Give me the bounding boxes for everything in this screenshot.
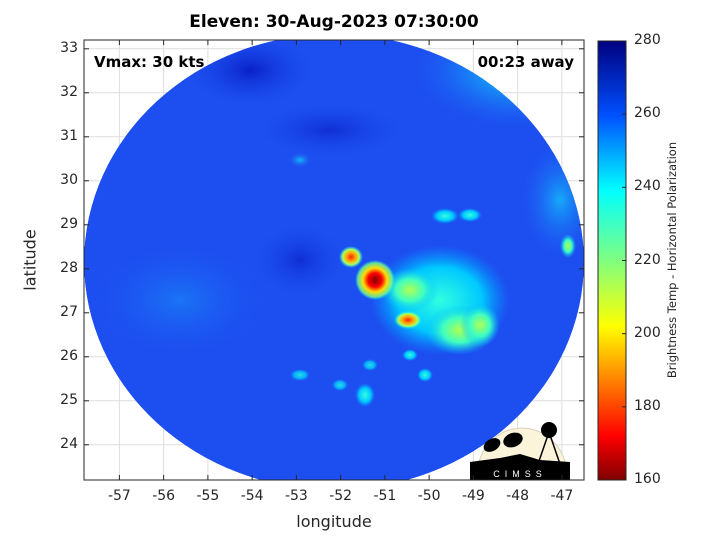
y-tick-label: 30: [60, 171, 78, 188]
axes-box: [83, 39, 585, 481]
x-tick-label: -55: [196, 488, 220, 504]
brightness-temp-swath: [84, 40, 584, 480]
x-tick-label: -52: [329, 488, 353, 504]
storm-core: [355, 260, 395, 300]
x-tick-label: -57: [107, 488, 131, 504]
y-tick-label: 32: [60, 83, 78, 100]
y-tick-label: 33: [60, 39, 78, 56]
y-tick-label: 28: [60, 259, 78, 276]
colorbar-tick-label: 200: [634, 324, 661, 341]
y-tick-label: 26: [60, 347, 78, 364]
plot-title: Eleven: 30-Aug-2023 07:30:00: [189, 12, 479, 32]
y-tick-label: 25: [60, 391, 78, 408]
x-tick-label: -47: [550, 488, 574, 504]
x-tick-label: -51: [373, 488, 397, 504]
colorbar: [597, 40, 627, 481]
x-tick-label: -53: [284, 488, 308, 504]
colorbar-tick-label: 240: [634, 178, 661, 195]
x-tick-label: -48: [506, 488, 530, 504]
svg-text:CIMSS: CIMSS: [493, 469, 547, 479]
convective-cell: [339, 246, 363, 268]
convective-cell: [394, 311, 422, 329]
x-axis-label: longitude: [296, 512, 372, 531]
time-away-label: 00:23 away: [477, 53, 574, 71]
colorbar-tick-label: 220: [634, 251, 661, 268]
colorbar-tick-label: 260: [634, 105, 661, 122]
cimss-logo: CIMSS: [470, 422, 570, 480]
x-tick-label: -54: [240, 488, 264, 504]
colorbar-tick-label: 180: [634, 397, 661, 414]
y-axis-label: latitude: [20, 229, 40, 291]
y-tick-label: 24: [60, 435, 78, 452]
x-tick-label: -56: [152, 488, 176, 504]
x-tick-label: -49: [461, 488, 485, 504]
y-tick-label: 29: [60, 215, 78, 232]
x-tick-label: -50: [417, 488, 441, 504]
colorbar-label: Brightness Temp - Horizontal Polarizatio…: [665, 141, 679, 379]
colorbar-tick-label: 160: [634, 471, 661, 487]
y-tick-label: 31: [60, 127, 78, 144]
y-tick-label: 27: [60, 303, 78, 320]
vmax-label: Vmax: 30 kts: [94, 53, 205, 71]
colorbar-tick-label: 280: [634, 32, 661, 48]
